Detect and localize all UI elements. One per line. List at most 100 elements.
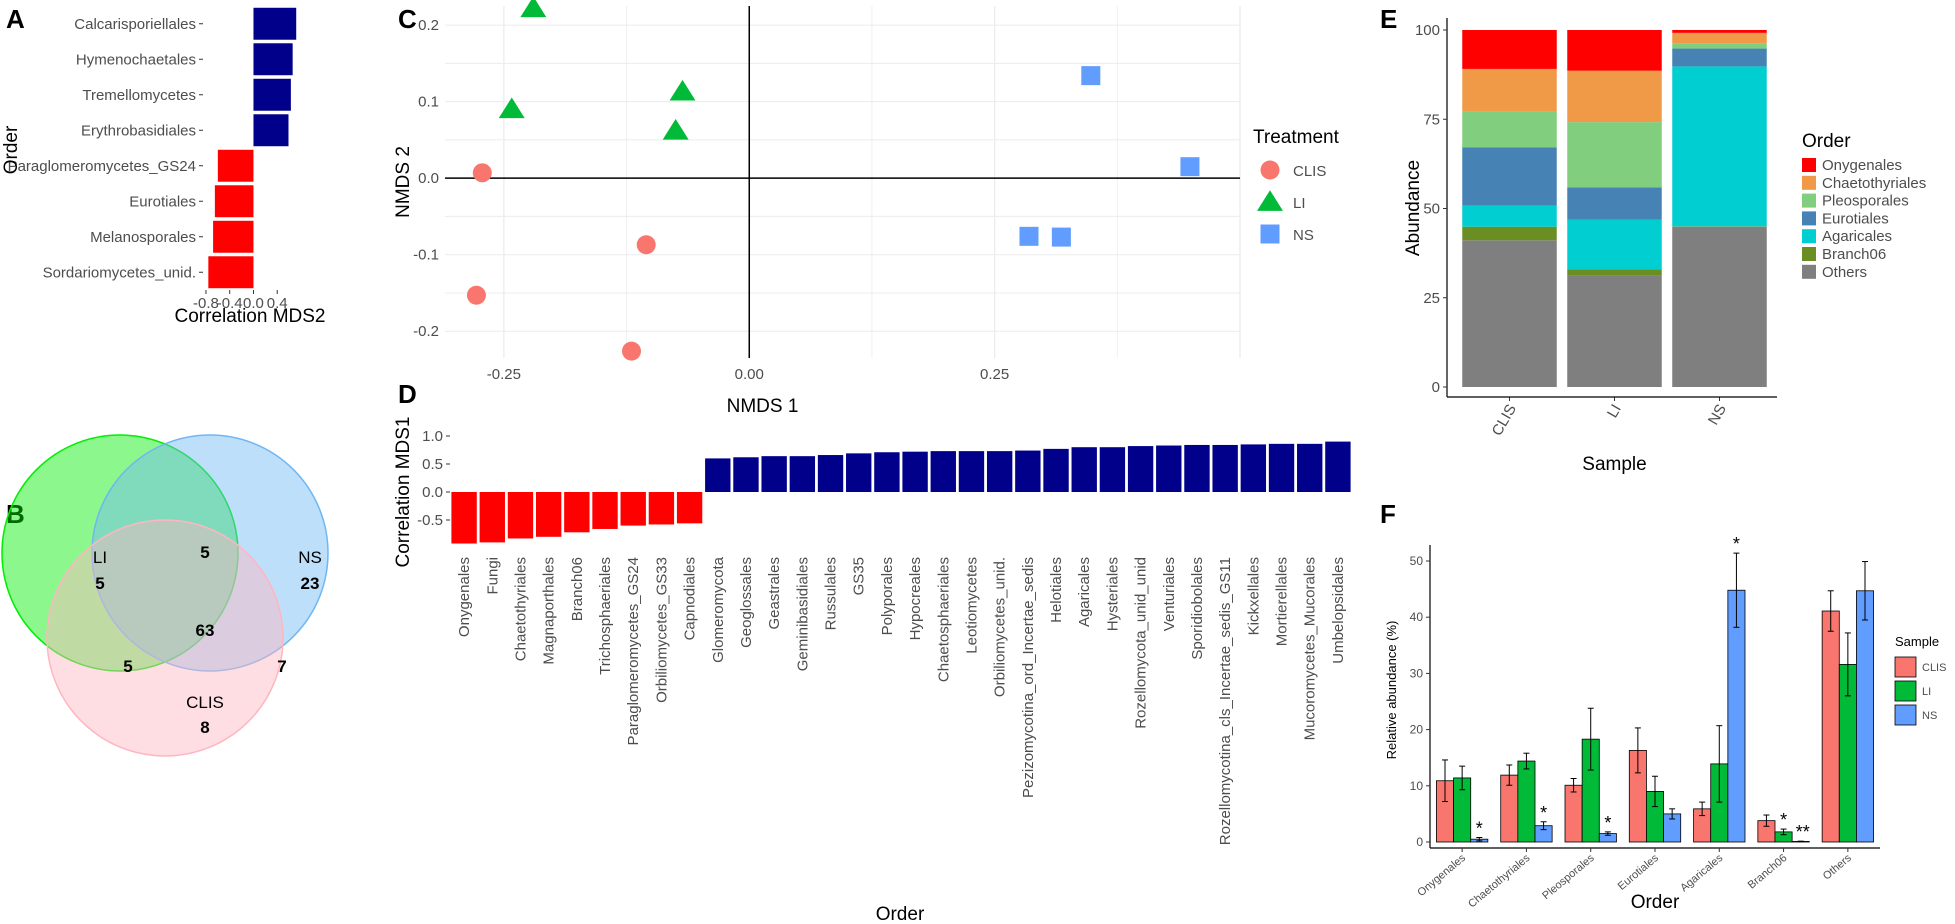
xtick-label-c: 0.00 <box>735 366 764 383</box>
xtick-label-d-gs35: GS35 <box>851 557 868 595</box>
xtick-label-d-orbiliomycetes-gs33: Orbiliomycetes_GS33 <box>653 557 670 703</box>
stack-seg-chaetothyriales-ns <box>1672 32 1767 44</box>
xtick-label-d-paraglomeromycetes-gs24: Paraglomeromycetes_GS24 <box>625 557 642 745</box>
xtick-label-d-kickxellales: Kickxellales <box>1245 557 1262 635</box>
venn-count-ns-clis: 7 <box>277 657 286 676</box>
ytick-label-f: 20 <box>1410 723 1424 737</box>
venn-count-clis-only: 8 <box>200 718 209 737</box>
legend-key-e-eurotiales <box>1802 211 1816 226</box>
bar-d-capnodiales <box>676 492 703 524</box>
stack-seg-chaetothyriales-li <box>1567 70 1662 123</box>
xtick-label-d-russulales: Russulales <box>823 557 840 630</box>
x-axis-title-f: Order <box>1631 892 1680 913</box>
legend-label-e-onygenales: Onygenales <box>1822 157 1902 174</box>
legend-key-c-clis <box>1260 160 1280 180</box>
panel-label-b: B <box>6 499 25 529</box>
panel-label-a: A <box>6 4 25 34</box>
stack-seg-agaricales-li <box>1567 219 1662 270</box>
point-ns <box>1180 157 1200 177</box>
legend-label-e-eurotiales: Eurotiales <box>1822 210 1889 227</box>
venn-circle-li <box>1 434 239 672</box>
ytick-label-a-hymenochaetales: Hymenochaetales <box>76 51 196 68</box>
legend-label-e-branch06: Branch06 <box>1822 246 1886 263</box>
xtick-label-d-hysteriales: Hysteriales <box>1104 557 1121 631</box>
panel-label-e: E <box>1380 4 1397 34</box>
bar-f-clis-others <box>1821 610 1840 843</box>
significance-mark-f: * <box>1780 810 1787 830</box>
panel-a-correlation-mds2: Calcarisporiellales Hymenochaetales Tremel… <box>1 7 326 327</box>
x-axis-title-c: NMDS 1 <box>727 396 799 417</box>
point-clis <box>472 163 492 183</box>
bar-d-umbelopsidales <box>1325 441 1351 492</box>
ytick-label-a-erythrobasidiales: Erythrobasidiales <box>81 122 196 139</box>
xtick-label-a: 0.4 <box>267 295 288 312</box>
ytick-label-a-sordariomycetes-unid: Sordariomycetes_unid. <box>43 264 196 281</box>
significance-mark-f: * <box>1540 803 1547 823</box>
panel-e-stacked-abundance: CLIS LI NS 0 25 50 75 100 Sample Abundance Order On… <box>1403 18 1926 475</box>
bar-d-mortierellales <box>1268 443 1295 492</box>
ytick-label-a-calcarisporiellales: Calcarisporiellales <box>74 16 196 33</box>
xtick-label-d-geoglossales: Geoglossales <box>738 557 755 648</box>
xtick-label-e-ns: NS <box>1705 402 1730 429</box>
xtick-label-f-chaetothyriales: Chaetothyriales <box>1466 852 1533 911</box>
ytick-label-e: 50 <box>1423 201 1440 218</box>
legend-label-e-others: Others <box>1822 264 1867 281</box>
legend-title-c: Treatment <box>1253 127 1340 148</box>
bar-a-hymenochaetales <box>253 43 293 76</box>
ytick-label-d: 0.5 <box>422 456 443 473</box>
stack-seg-agaricales-clis <box>1462 205 1557 227</box>
bar-d-fungi <box>479 492 505 543</box>
stack-seg-chaetothyriales-clis <box>1462 68 1557 112</box>
venn-set-label-li: LI <box>93 548 107 567</box>
stack-seg-pleosporales-clis <box>1462 111 1557 148</box>
bar-d-helotiales <box>1043 448 1069 492</box>
venn-count-ns-only: 23 <box>301 574 320 593</box>
ytick-label-e: 75 <box>1423 111 1440 128</box>
xtick-label-d-venturiales: Venturiales <box>1161 557 1178 631</box>
legend-label-e-pleosporales: Pleosporales <box>1822 193 1909 210</box>
significance-mark-f: * <box>1476 819 1483 839</box>
significance-mark-f: * <box>1604 813 1611 833</box>
bar-d-orbiliomycetes-unid <box>986 451 1013 492</box>
bar-a-eurotiales <box>214 185 254 218</box>
legend-title-f: Sample <box>1895 634 1939 649</box>
ytick-label-e: 0 <box>1432 379 1440 396</box>
venn-circle-clis <box>46 519 284 757</box>
point-li <box>662 118 689 140</box>
bar-a-calcarisporiellales <box>253 7 297 40</box>
xtick-label-d-geastrales: Geastrales <box>766 557 783 630</box>
legend-label-e-agaricales: Agaricales <box>1822 228 1892 245</box>
xtick-label-f-agaricales: Agaricales <box>1678 852 1725 895</box>
stack-seg-onygenales-ns <box>1672 30 1767 33</box>
y-axis-title-c: NMDS 2 <box>393 146 414 218</box>
panel-label-d: D <box>398 379 417 409</box>
bar-d-paraglomeromycetes-gs24 <box>620 492 646 526</box>
stack-seg-eurotiales-ns <box>1672 48 1767 67</box>
legend-label-c-li: LI <box>1293 195 1306 212</box>
point-li <box>669 79 696 101</box>
bar-f-ns-agaricales <box>1727 589 1746 843</box>
point-li <box>520 0 547 18</box>
xtick-label-d-magnaporthales: Magnaporthales <box>541 557 558 665</box>
stack-seg-branch06-clis <box>1462 226 1557 241</box>
venn-count-li-ns-clis: 63 <box>196 621 215 640</box>
legend-key-e-pleosporales <box>1802 193 1816 208</box>
xtick-label-d-mortierellales: Mortierellales <box>1274 557 1291 646</box>
ytick-label-f: 10 <box>1410 779 1424 793</box>
legend-key-c-ns <box>1260 224 1280 244</box>
legend-title-e: Order <box>1802 131 1851 152</box>
venn-circle-ns <box>91 434 329 672</box>
xtick-label-a: -0.4 <box>217 295 243 312</box>
bar-d-rozellomycota-unid-unid <box>1127 446 1154 492</box>
bar-d-rozellomycotina-cls-incertae-sedis-gs11 <box>1212 444 1238 492</box>
xtick-label-a: -0.8 <box>193 295 219 312</box>
xtick-label-a: 0.0 <box>243 295 264 312</box>
ytick-label-d: -0.5 <box>417 512 443 529</box>
ytick-label-c: 0.0 <box>418 170 439 187</box>
bar-d-hypocreales <box>902 451 928 492</box>
stack-seg-eurotiales-clis <box>1462 147 1557 206</box>
bar-d-gs35 <box>846 453 872 492</box>
panel-b-venn-diagram: LI 5 NS 23 CLIS 8 5 63 5 7 <box>1 434 329 757</box>
venn-count-li-ns: 5 <box>200 543 209 562</box>
